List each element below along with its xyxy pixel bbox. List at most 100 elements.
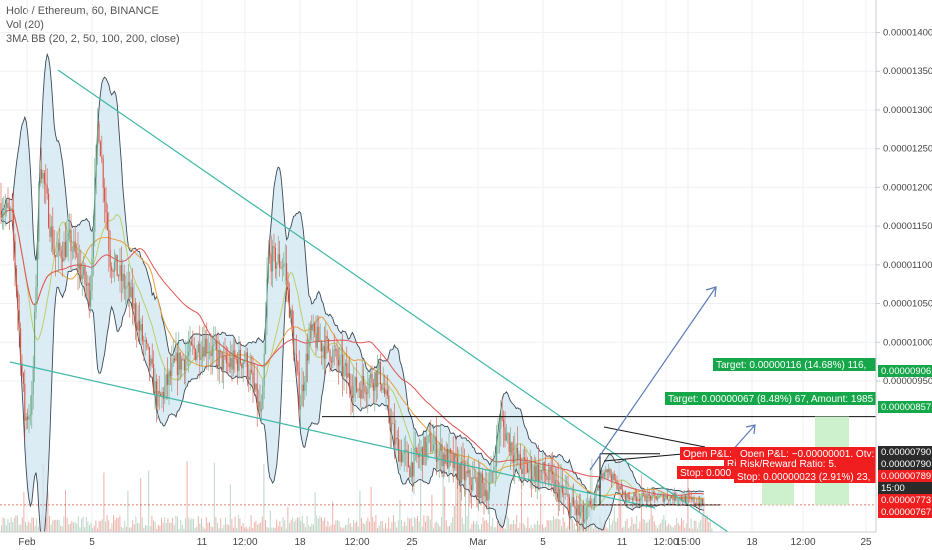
ratio-label-2[interactable]: Ri	[727, 459, 736, 470]
candle-body	[6, 202, 8, 209]
volume-bar	[180, 520, 182, 532]
upper-trendline[interactable]	[57, 69, 729, 533]
volume-bar	[433, 528, 434, 532]
volume-indicator-label[interactable]: Vol (20)	[6, 19, 44, 31]
price-tick-label[interactable]: 0.00000950	[883, 376, 932, 387]
candle-body	[461, 461, 463, 483]
time-tick-label[interactable]: Feb	[18, 537, 36, 548]
candle-body	[3, 212, 5, 214]
price-badge[interactable]: 0.00000857	[881, 402, 931, 413]
candle-body	[283, 264, 285, 268]
lower-trendline[interactable]	[9, 361, 656, 509]
grid	[0, 0, 876, 532]
price-axis[interactable]: 0.00001400 0.00001350 0.00001300 0.00001250…	[875, 0, 932, 550]
target-label-1[interactable]: Target: 0.00000116 (14.68%) 116,	[716, 360, 866, 371]
candle-body	[501, 415, 503, 420]
time-tick-label[interactable]: Mar	[469, 537, 487, 548]
candle-body	[64, 241, 66, 257]
candle-body	[455, 453, 457, 458]
time-tick-label[interactable]: 11	[617, 537, 628, 548]
price-badge[interactable]: 0.00000767	[881, 507, 931, 518]
price-tick-label[interactable]: 0.00001150	[883, 221, 932, 232]
price-badge[interactable]: 0.00000789	[881, 471, 931, 482]
volume-bar	[348, 518, 350, 532]
price-tick-label[interactable]: 0.00001000	[883, 337, 932, 348]
candle-body	[486, 490, 488, 501]
volume-bar	[257, 524, 258, 532]
volume-bar	[554, 519, 556, 532]
target-label-2[interactable]: Target: 0.00000067 (8.48%) 67, Amount: 1…	[668, 394, 874, 405]
pennant-top[interactable]	[603, 426, 706, 448]
price-tick-label[interactable]: 0.00001250	[883, 144, 932, 155]
time-tick-label[interactable]: 12:00	[790, 537, 815, 548]
time-tick-label[interactable]: 12:00	[653, 537, 678, 548]
ratio-label-1[interactable]: Risk/Reward Ratio: 5.	[740, 459, 837, 470]
time-tick-label[interactable]: 12:00	[344, 537, 369, 548]
price-tick-label[interactable]: 0.00001200	[883, 182, 932, 193]
candle-body	[288, 288, 290, 318]
volume-bar	[193, 518, 194, 532]
volume-bar	[625, 521, 626, 532]
candle-body	[41, 169, 43, 179]
candle-body	[284, 263, 286, 265]
candle-body	[280, 267, 282, 269]
pnl-label-2[interactable]: Open P&L:	[683, 449, 732, 460]
time-tick-label[interactable]: 15:00	[675, 537, 700, 548]
candle-body	[571, 497, 573, 504]
volume-bar	[461, 517, 463, 532]
candle-body	[666, 496, 668, 500]
candle-body	[489, 483, 491, 493]
candle-body	[365, 392, 367, 395]
volume-bar	[674, 524, 676, 532]
candle-body	[267, 252, 269, 279]
volume-bar	[372, 517, 374, 532]
candle-body	[274, 247, 276, 269]
volume-bar	[335, 520, 337, 532]
positions[interactable]: Target: 0.00000116 (14.68%) 116, Target: …	[665, 358, 876, 505]
price-badge[interactable]: 0.00000790	[881, 459, 931, 470]
time-tick-label[interactable]: 12:00	[232, 537, 257, 548]
symbol-title[interactable]: Holo / Ethereum, 60, BINANCE	[6, 5, 159, 17]
volume-bar	[463, 524, 465, 532]
volume-bar	[156, 528, 158, 532]
candle-body	[552, 471, 554, 475]
candle-body	[479, 471, 481, 499]
time-tick-label[interactable]: 5	[540, 537, 546, 548]
candle-body	[483, 482, 485, 497]
time-tick-label[interactable]: 25	[860, 537, 872, 548]
volume-bar	[631, 517, 633, 532]
volume-bar	[74, 521, 76, 532]
volume-bar	[265, 519, 266, 532]
candle-body	[234, 350, 236, 359]
volume-bar	[397, 520, 399, 532]
time-tick-label[interactable]: 5	[89, 537, 95, 548]
stop-label-1[interactable]: Stop: 0.00000023 (2.91%) 23,	[737, 472, 870, 483]
candle-body	[244, 360, 246, 362]
price-badge[interactable]: 0.00000906	[881, 366, 931, 377]
price-badge[interactable]: 15:00	[881, 483, 905, 494]
volume-bar	[610, 524, 612, 532]
time-tick-label[interactable]: 11	[197, 537, 208, 548]
bb-indicator-label[interactable]: 3MA BB (20, 2, 50, 100, 200, close)	[6, 33, 180, 45]
volume-bar	[18, 524, 20, 532]
price-badge[interactable]: 0.00000773	[881, 495, 931, 506]
time-tick-label[interactable]: 18	[294, 537, 306, 548]
volume-bar	[81, 519, 82, 532]
volume-bar	[557, 519, 559, 532]
price-tick-label[interactable]: 0.00001050	[883, 299, 932, 310]
time-tick-label[interactable]: 25	[406, 537, 418, 548]
price-tick-label[interactable]: 0.00001350	[883, 66, 932, 77]
volume-bar	[685, 523, 687, 532]
candle-body	[641, 493, 643, 498]
projection-arrow-large[interactable]	[589, 286, 717, 471]
stop-label-2[interactable]: Stop: 0.000	[680, 468, 732, 479]
price-tick-label[interactable]: 0.00001100	[883, 260, 932, 271]
price-tick-label[interactable]: 0.00001300	[883, 105, 932, 116]
pnl-label-1[interactable]: Open P&L: −0.00000001, Qty:	[740, 449, 874, 460]
price-tick-label[interactable]: 0.00001400	[883, 28, 932, 39]
volume-bar	[345, 525, 346, 532]
time-tick-label[interactable]: 18	[746, 537, 758, 548]
price-badge[interactable]: 0.00000790	[881, 447, 931, 458]
